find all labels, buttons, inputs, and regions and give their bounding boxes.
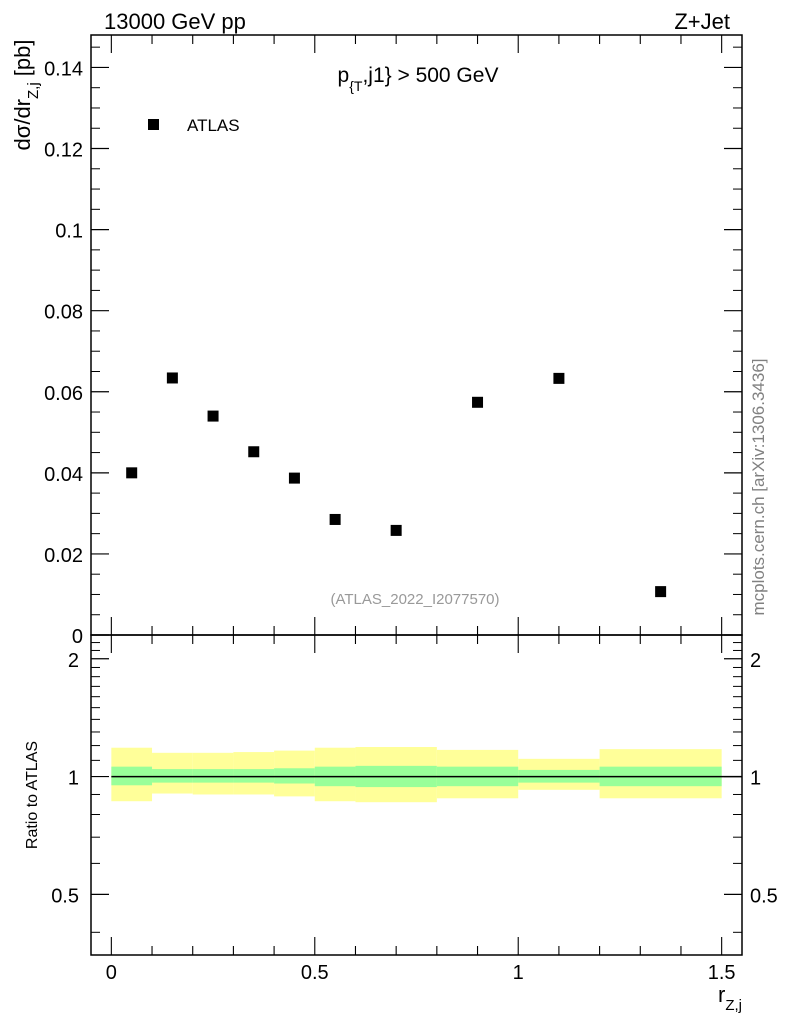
main-y-axis-label: dσ/drZ,j [pb] [10,40,42,151]
x-tick-labels: 0 0.5 1 1.5 [106,962,736,984]
data-point [329,513,341,525]
data-point [248,446,260,458]
main-y-tick-label: 0 [72,626,83,648]
main-y-tick-label: 0.04 [44,464,83,486]
main-panel: 0 0.02 0.04 0.06 0.08 0.1 0.12 0.14 p{T,j1} > 5… [10,34,743,648]
data-point [655,586,667,598]
legend-label: ATLAS [187,116,240,135]
ratio-uncertainty-bands [111,747,722,803]
main-y-tick-label: 0.1 [55,221,83,243]
ratio-y-tick-label-right: 2 [750,650,761,672]
ratio-ticks [91,635,742,955]
main-y-tick-label: 0.12 [44,140,83,162]
analysis-id-label: (ATLAS_2022_I2077570) [330,591,499,608]
data-point [472,396,484,408]
main-y-tick-label: 0.08 [44,302,83,324]
data-point [126,467,138,479]
side-credit-label: mcplots.cern.ch [arXiv:1306.3436] [749,358,768,615]
ratio-y-tick-labels: 0.5 0.5 1 1 2 2 [51,650,778,908]
ratio-y-tick-label: 1 [68,768,79,790]
data-point [553,372,565,384]
ratio-y-axis-label: Ratio to ATLAS [24,741,41,849]
ratio-y-tick-label-right: 1 [750,768,761,790]
x-tick-label: 1 [513,962,524,984]
data-point [390,524,402,536]
legend: ATLAS [148,116,240,135]
ratio-y-tick-label-right: 0.5 [750,885,778,907]
data-point [288,472,300,484]
atlas-data-points [126,372,667,598]
header-energy-label: 13000 GeV pp [104,9,246,34]
main-title: p{T,j1} > 500 GeV [338,64,499,94]
ratio-y-tick-label: 2 [68,650,79,672]
main-y-tick-label: 0.02 [44,545,83,567]
legend-marker [148,119,159,130]
header-process-label: Z+Jet [674,9,730,34]
x-tick-label: 0.5 [301,962,329,984]
ratio-y-tick-label: 0.5 [51,885,79,907]
data-point [166,372,178,384]
ratio-panel: 0.5 0.5 1 1 2 2 0 0.5 1 1.5 Ratio to ATLAS rZ,j [24,634,778,1014]
ratio-frame [90,634,743,956]
main-ticks [91,35,742,636]
main-y-tick-label: 0.14 [44,58,83,80]
main-y-tick-labels: 0 0.02 0.04 0.06 0.08 0.1 0.12 0.14 [44,58,83,648]
x-tick-label: 1.5 [708,962,736,984]
main-y-tick-label: 0.06 [44,383,83,405]
x-axis-label: rZ,j [718,982,742,1014]
x-tick-label: 0 [106,962,117,984]
data-point [207,410,219,422]
